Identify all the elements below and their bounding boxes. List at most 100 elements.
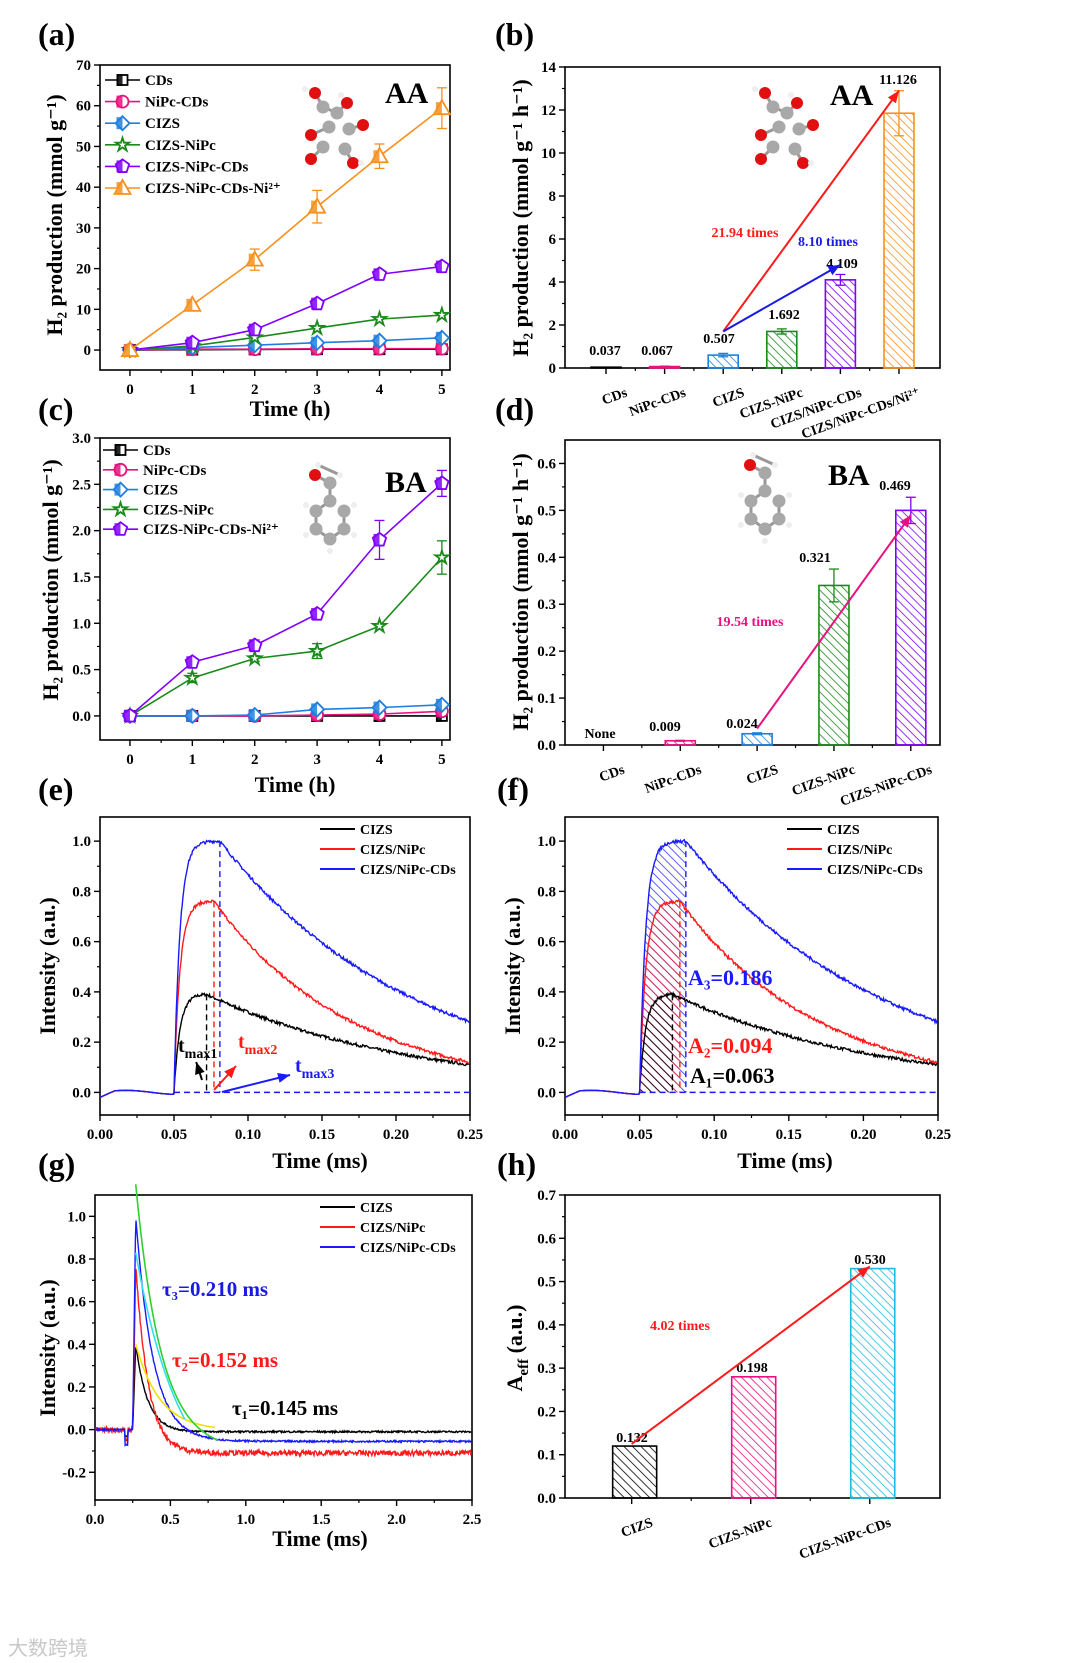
- x-category-label: CDs: [600, 385, 630, 408]
- panel-label: (b): [495, 16, 534, 52]
- bar: [741, 732, 773, 746]
- panel-g: -0.2 0.0 0.2 0.4 0.6 0.8 1.0 0.0 0.5 1.0 1.5 2.0 2.5…: [35, 1146, 481, 1551]
- y-tick-label: 0.2: [537, 1035, 556, 1051]
- series-line: [99, 839, 470, 1099]
- ratio-arrow-head: [887, 90, 899, 104]
- y-tick-label: 10: [541, 146, 556, 162]
- series-line: [564, 838, 938, 1099]
- data-point-fill: [373, 342, 380, 355]
- data-point: [432, 547, 452, 566]
- tmax-arrow-head: [277, 1073, 290, 1083]
- y-axis-title: Intensity (a.u.): [500, 897, 525, 1035]
- legend-item: CIZS-NiPc-CDs-Ni²⁺: [105, 178, 281, 197]
- legend-marker-fill: [116, 160, 123, 173]
- x-tick-label: 2: [251, 752, 259, 768]
- bar-value-label: 0.507: [703, 332, 735, 347]
- y-tick-label: 0.0: [72, 709, 91, 725]
- x-tick-label: 2: [251, 382, 259, 398]
- y-tick-label: 0.5: [72, 663, 91, 679]
- ratio-arrow: [722, 90, 900, 333]
- x-tick-label: 0.05: [626, 1127, 652, 1143]
- x-axis-title: Time (ms): [272, 1526, 368, 1551]
- legend-item: CIZS-NiPc-CDs: [105, 158, 248, 175]
- area-label: A₃=0.186: [688, 965, 773, 990]
- series-line: [94, 1346, 472, 1439]
- bar: [611, 1445, 658, 1499]
- inset-label: AA: [830, 79, 874, 112]
- data-point-fill: [373, 533, 380, 546]
- y-tick-label: 0.2: [537, 1404, 556, 1420]
- data-point-fill: [311, 608, 318, 621]
- legend-label: CIZS-NiPc-CDs-Ni²⁺: [145, 181, 281, 197]
- y-axis-title: H₂ production (mmol g⁻¹): [42, 94, 67, 335]
- y-tick-label: 0.7: [537, 1188, 556, 1204]
- data-point-fill: [186, 709, 193, 722]
- legend-item: CIZS/NiPc: [320, 843, 425, 858]
- x-tick-label: 0.15: [776, 1127, 802, 1143]
- y-tick-label: 0.4: [67, 1337, 86, 1353]
- panel-label: (c): [38, 391, 74, 427]
- x-tick-label: 0.15: [309, 1127, 335, 1143]
- bar-value-label: 0.037: [589, 344, 621, 359]
- legend-label: CIZS/NiPc-CDs: [827, 863, 923, 878]
- legend-label: CIZS-NiPc: [143, 502, 214, 518]
- legend-label: CIZS: [143, 483, 178, 499]
- y-tick-label: 0.6: [537, 456, 556, 472]
- x-tick-label: 2.0: [387, 1512, 406, 1528]
- data-point-fill: [311, 342, 318, 355]
- legend-item: CIZS-NiPc: [103, 499, 214, 518]
- series-line: [94, 1268, 473, 1459]
- tmax-arrow-head: [224, 1066, 236, 1079]
- legend-label: CIZS/NiPc: [360, 1221, 425, 1236]
- legend-item: CIZS-NiPc-CDs-Ni²⁺: [103, 521, 279, 538]
- x-tick-label: 1.5: [312, 1512, 331, 1528]
- legend-label: CIZS/NiPc: [827, 843, 892, 858]
- data-point: [307, 318, 327, 337]
- series-CIZS-NiPc: [120, 540, 452, 725]
- y-tick-label: 0: [549, 361, 557, 377]
- legend-marker: [112, 134, 133, 153]
- y-tick-label: 1.0: [72, 834, 91, 850]
- y-tick-label: 0: [84, 343, 92, 359]
- panel-label: (h): [497, 1146, 536, 1182]
- series-CIZS-NiPc-CDs-Ni²⁺: [122, 469, 450, 723]
- series-line: [129, 337, 442, 351]
- bar-value-label: 0.009: [649, 720, 681, 735]
- legend-item: CIZS/NiPc-CDs: [320, 1241, 456, 1256]
- legend-item: CIZS/NiPc-CDs: [787, 863, 923, 878]
- data-point-fill: [435, 698, 442, 711]
- legend-marker-fill: [116, 74, 123, 86]
- panel-a: 0 10 20 30 40 50 60 70 0 1 2 3 4 5 Time (h) H₂ producti…: [38, 16, 452, 421]
- legend-label: CIZS: [360, 823, 393, 838]
- legend-item: NiPc-CDs: [105, 95, 208, 111]
- x-tick-label: 3: [313, 752, 321, 768]
- x-tick-label: 5: [438, 382, 446, 398]
- data-point: [245, 648, 265, 667]
- legend-item: CDs: [103, 443, 171, 459]
- y-tick-label: 8: [549, 189, 557, 205]
- data-point-fill: [435, 331, 442, 344]
- bar: [590, 366, 622, 369]
- legend-marker-fill: [116, 95, 123, 108]
- legend-item: CIZS: [103, 481, 178, 499]
- lifetime-label: τ₁=0.145 ms: [232, 1396, 338, 1420]
- y-tick-label: 0.2: [67, 1380, 86, 1396]
- x-tick-label: 0.25: [925, 1127, 951, 1143]
- bar: [849, 1267, 896, 1499]
- legend-label: CIZS: [360, 1201, 393, 1216]
- y-tick-label: 0.0: [67, 1423, 86, 1439]
- x-tick-label: 0.00: [87, 1127, 113, 1143]
- x-axis-title: Time (h): [250, 396, 331, 421]
- bar: [894, 509, 927, 746]
- y-tick-label: 0.5: [537, 1275, 556, 1291]
- x-tick-label: 0.25: [457, 1127, 483, 1143]
- plot-frame: [99, 64, 451, 371]
- panel-label: (d): [495, 391, 534, 427]
- legend-label: CIZS/NiPc: [360, 843, 425, 858]
- panel-label: (e): [38, 771, 74, 807]
- tmax-label-sub: max2: [245, 1043, 278, 1058]
- ratio-arrow-head: [899, 515, 911, 528]
- lifetime-label: τ₃=0.210 ms: [162, 1277, 268, 1301]
- legend-marker-fill: [116, 182, 123, 194]
